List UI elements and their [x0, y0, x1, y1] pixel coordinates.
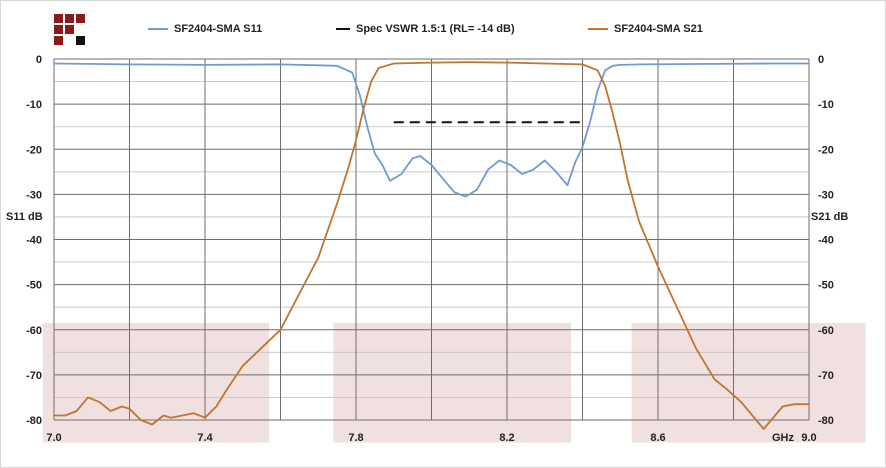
legend-item-s11: SF2404-SMA S11 [148, 21, 262, 37]
y-tick-right-label: -70 [818, 370, 834, 382]
legend-label-s11: SF2404-SMA S11 [174, 23, 263, 35]
y-tick-left-label: -20 [26, 144, 42, 156]
legend-label-spec: Spec VSWR 1.5:1 (RL= -14 dB) [356, 23, 515, 35]
x-tick-label: 7.8 [348, 432, 363, 444]
y-tick-left-label: -40 [26, 235, 42, 247]
x-tick-label: 8.6 [650, 432, 665, 444]
y-tick-right-label: -40 [818, 235, 834, 247]
legend-swatch-spec [336, 28, 350, 30]
legend-swatch-s21 [588, 28, 608, 30]
company-logo [54, 14, 86, 46]
y-tick-left-label: -60 [26, 325, 42, 337]
x-tick-label: 7.0 [46, 432, 61, 444]
series-line-s21 [53, 61, 810, 430]
legend-item-s21: SF2404-SMA S21 [588, 21, 703, 37]
y-tick-right-label: -20 [818, 144, 834, 156]
y-axis-right-title: S21 dB [811, 211, 848, 223]
x-tick-label: 7.4 [197, 432, 213, 444]
y-tick-right-label: -60 [818, 325, 834, 337]
y-tick-left-label: -50 [26, 280, 42, 292]
y-tick-left-label: -80 [26, 415, 42, 427]
x-axis-title: GHz [772, 432, 795, 444]
series-line-s11 [53, 62, 810, 198]
y-tick-left-label: -30 [26, 189, 42, 201]
x-tick-label: 9.0 [801, 432, 816, 444]
y-tick-right-label: -80 [818, 415, 834, 427]
y-tick-left-label: -70 [26, 370, 42, 382]
y-tick-right-label: 0 [818, 54, 824, 66]
y-tick-right-label: -30 [818, 189, 834, 201]
legend-item-spec: Spec VSWR 1.5:1 (RL= -14 dB) [336, 21, 515, 37]
x-tick-label: 8.2 [499, 432, 514, 444]
y-tick-left-label: -10 [26, 99, 42, 111]
y-tick-right-label: -50 [818, 280, 834, 292]
shaded-region-2 [333, 322, 572, 443]
y-axis-left-title: S11 dB [6, 211, 43, 223]
y-tick-left-label: 0 [36, 54, 42, 66]
shaded-region-3 [631, 322, 866, 443]
y-tick-right-label: -10 [818, 99, 834, 111]
legend-label-s21: SF2404-SMA S21 [614, 23, 703, 35]
shaded-region-1 [42, 322, 270, 443]
legend-swatch-s11 [148, 28, 168, 30]
